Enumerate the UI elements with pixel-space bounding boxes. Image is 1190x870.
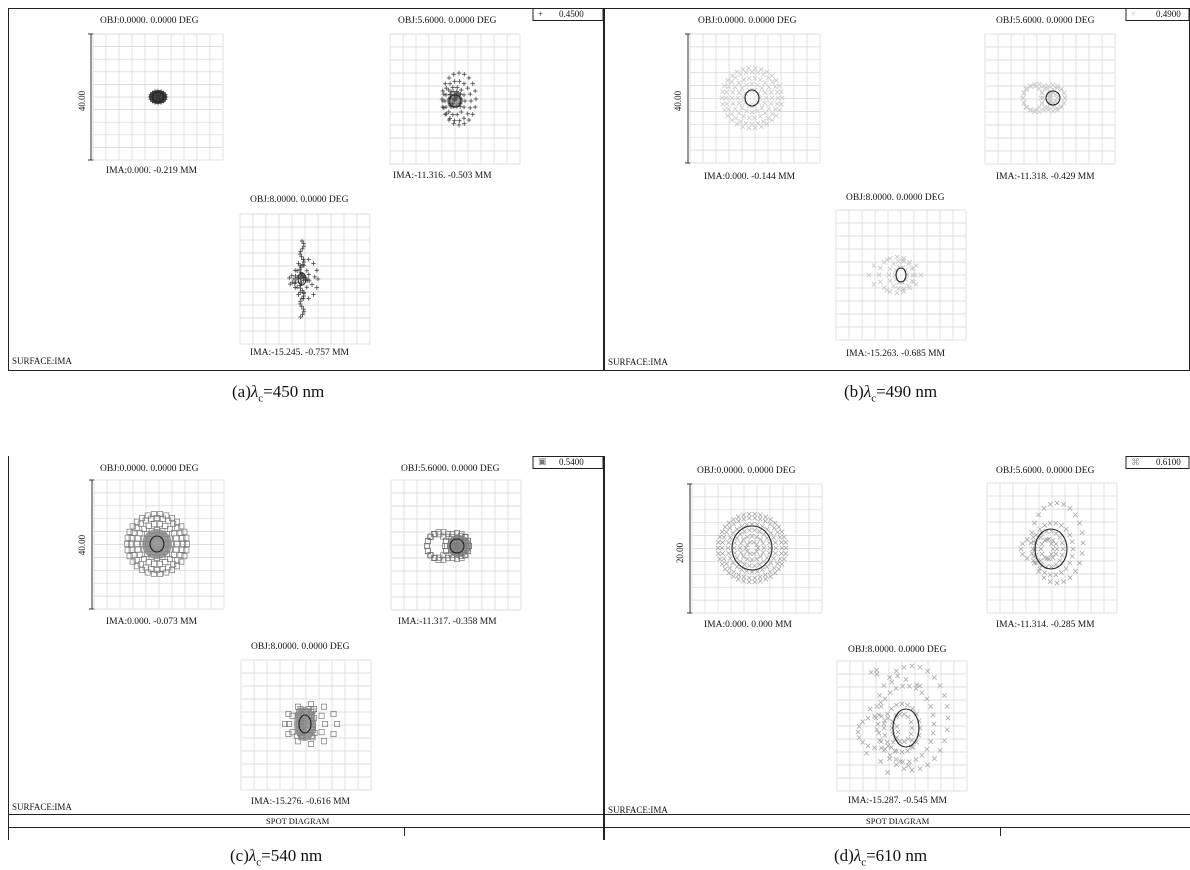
field-label-1: OBJ:0.0000. 0.0000 DEG <box>100 464 198 474</box>
caption-prefix: (b) <box>844 382 864 401</box>
field-label-2: OBJ:5.6000. 0.0000 DEG <box>996 16 1094 26</box>
legend-wavelength: 0.5400 <box>559 457 584 467</box>
image-coord-3: IMA:-15.276. -0.616 MM <box>251 797 350 807</box>
spot-diagram-panel-c: ▣ 0.5400 OBJ:0.0000. 0.0000 DEG OBJ:5.60… <box>8 456 604 821</box>
image-coord-1: IMA:0.000. -0.219 MM <box>106 166 197 176</box>
scale-label: 40.00 <box>77 91 87 111</box>
image-coord-3: IMA:-15.245. -0.757 MM <box>250 348 349 358</box>
caption-suffix: =610 nm <box>866 846 927 865</box>
spot-pattern-2 <box>424 530 471 563</box>
caption-prefix: (a) <box>232 382 251 401</box>
spot-pattern-3 <box>856 664 950 775</box>
field-label-3: OBJ:8.0000. 0.0000 DEG <box>250 195 348 205</box>
image-coord-3: IMA:-15.263. -0.685 MM <box>846 349 945 359</box>
spot-grid-3 <box>837 661 967 791</box>
surface-label: SURFACE:IMA <box>608 805 668 815</box>
image-coord-3: IMA:-15.287. -0.545 MM <box>848 796 947 806</box>
caption-prefix: (c) <box>230 846 249 865</box>
legend-wavelength: 0.4900 <box>1156 9 1181 19</box>
image-coord-1: IMA:0.000. -0.073 MM <box>106 617 197 627</box>
legend-symbol: ▣ <box>538 456 547 467</box>
spot-pattern-1 <box>148 89 168 105</box>
scale-label: 40.00 <box>673 91 683 111</box>
caption-d: (d)λc=610 nm <box>834 846 927 868</box>
image-coord-2: IMA:-11.318. -0.429 MM <box>996 172 1095 182</box>
image-coord-2: IMA:-11.314. -0.285 MM <box>996 620 1095 630</box>
field-label-2: OBJ:5.6000. 0.0000 DEG <box>401 464 499 474</box>
field-label-2: OBJ:5.6000. 0.0000 DEG <box>996 466 1094 476</box>
caption-suffix: =490 nm <box>876 382 937 401</box>
field-label-3: OBJ:8.0000. 0.0000 DEG <box>848 645 946 655</box>
caption-prefix: (d) <box>834 846 854 865</box>
caption-c: (c)λc=540 nm <box>230 846 322 868</box>
spot-pattern-1 <box>720 66 784 130</box>
spot-grid-3 <box>836 210 966 340</box>
legend-symbol: × <box>1131 9 1136 19</box>
image-coord-1: IMA:0.000. -0.144 MM <box>704 172 795 182</box>
field-label-1: OBJ:0.0000. 0.0000 DEG <box>698 16 796 26</box>
spot-grid-1 <box>690 34 820 163</box>
panel-b-frame <box>604 8 1190 373</box>
legend-wavelength: 0.6100 <box>1156 457 1181 467</box>
panel-a-frame <box>8 8 604 373</box>
caption-suffix: =540 nm <box>261 846 322 865</box>
caption-b: (b)λc=490 nm <box>844 382 937 404</box>
surface-label: SURFACE:IMA <box>12 802 72 812</box>
scale-label: 20.00 <box>675 543 685 563</box>
surface-label: SURFACE:IMA <box>12 356 72 366</box>
spot-diagram-title: SPOT DIAGRAM <box>866 816 929 826</box>
field-label-2: OBJ:5.6000. 0.0000 DEG <box>398 16 496 26</box>
spot-diagram-panel-b: × 0.4900 OBJ:0.0000. 0.0000 DEG OBJ:5.60… <box>604 8 1190 373</box>
legend-wavelength: 0.4500 <box>559 9 584 19</box>
caption-a: (a)λc=450 nm <box>232 382 324 404</box>
spot-diagram-panel-d: ⌘ 0.6100 OBJ:0.0000. 0.0000 DEG OBJ:5.60… <box>604 456 1190 821</box>
spot-diagram-title: SPOT DIAGRAM <box>266 816 329 826</box>
legend-symbol: ⌘ <box>1131 457 1140 468</box>
legend-symbol: + <box>538 9 543 19</box>
field-label-3: OBJ:8.0000. 0.0000 DEG <box>251 642 349 652</box>
spot-pattern-1 <box>124 512 189 577</box>
image-coord-2: IMA:-11.317. -0.358 MM <box>398 617 497 627</box>
surface-label: SURFACE:IMA <box>608 357 668 367</box>
caption-suffix: =450 nm <box>263 382 324 401</box>
image-coord-2: IMA:-11.316. -0.503 MM <box>393 171 492 181</box>
field-label-1: OBJ:0.0000. 0.0000 DEG <box>100 16 198 26</box>
spot-diagram-panel-a: + 0.4500 OBJ:0.0000. 0.0000 DEG OBJ:5.60… <box>8 8 604 373</box>
field-label-3: OBJ:8.0000. 0.0000 DEG <box>846 193 944 203</box>
image-coord-1: IMA:0.000. 0.000 MM <box>704 620 792 630</box>
spot-pattern-3 <box>282 701 339 746</box>
scale-label: 40.00 <box>77 535 87 555</box>
spot-pattern-2 <box>1021 82 1067 114</box>
field-label-1: OBJ:0.0000. 0.0000 DEG <box>697 466 795 476</box>
